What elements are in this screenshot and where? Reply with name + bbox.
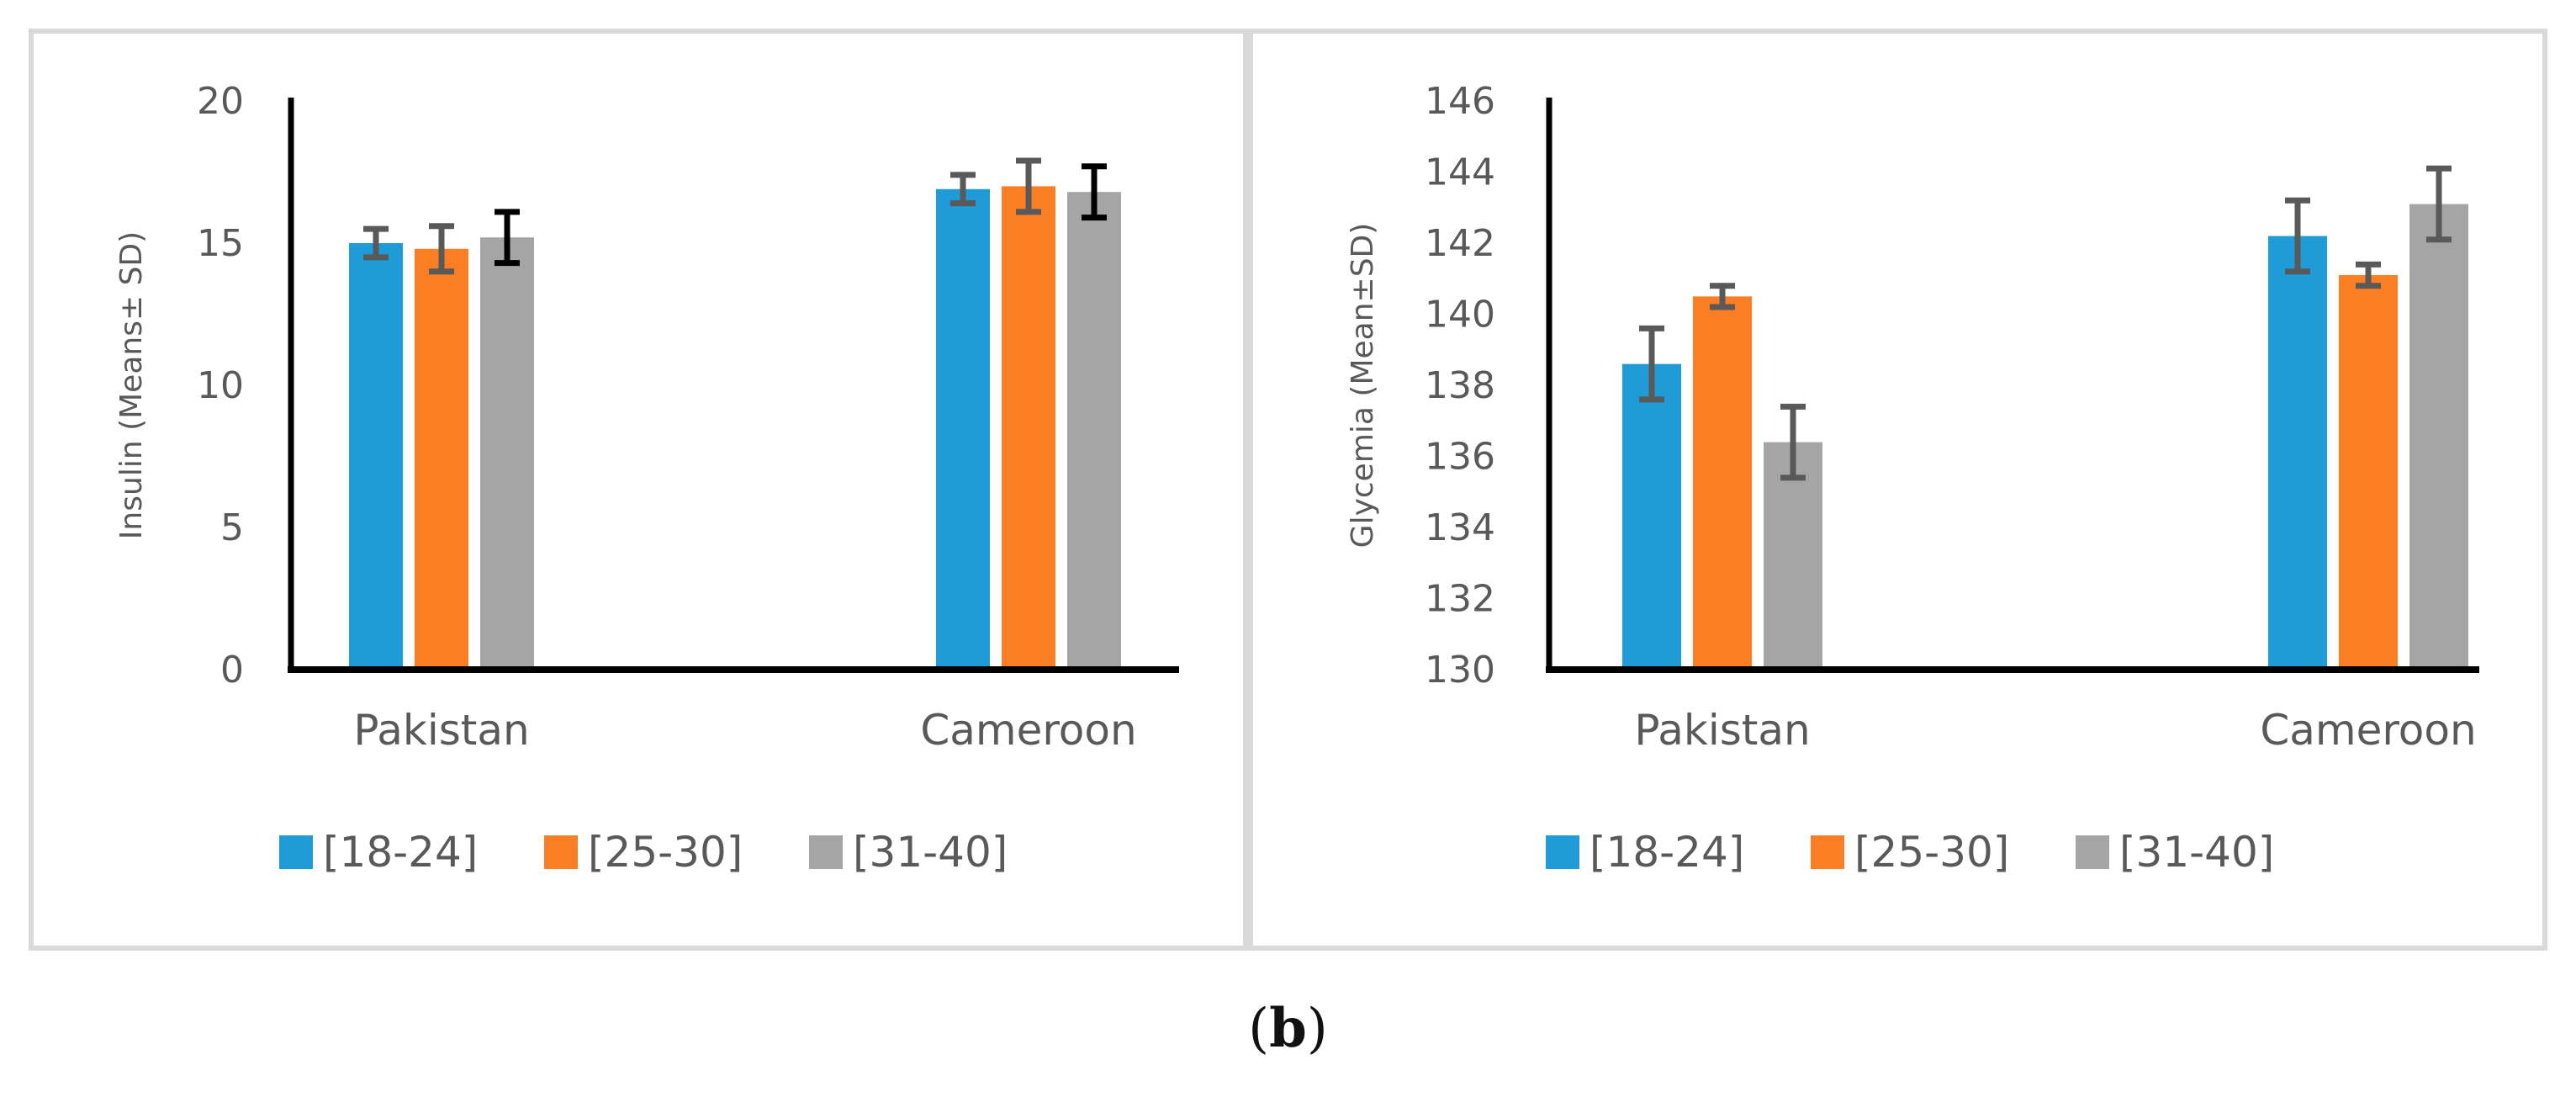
bar-pakistan-series-2 — [415, 248, 468, 670]
legend-label-3: [31-40] — [853, 828, 1008, 877]
y-tick-label-2: 10 — [197, 364, 244, 407]
bar-cameroon-series-1 — [936, 188, 990, 670]
glycemia-chart: 130 132 134 136 138 140 142 144 146 Glycemia (Mea… — [1346, 80, 2479, 877]
figure-label: (b) — [0, 997, 2576, 1060]
bar-cameroon-series-2 — [1002, 186, 1055, 670]
y-tick-label-3: 15 — [197, 222, 244, 265]
y-tick-label-8: 146 — [1425, 80, 1495, 123]
legend-swatch-2 — [1811, 835, 1844, 869]
x-category-label-1: Cameroon — [920, 706, 1136, 755]
y-tick-label-7: 144 — [1425, 151, 1495, 194]
y-tick-label-3: 136 — [1425, 436, 1495, 479]
bar-pakistan-series-2 — [1693, 296, 1752, 670]
x-category-label-0: Pakistan — [353, 706, 529, 755]
y-tick-label-2: 134 — [1425, 506, 1495, 549]
figure-label-close: ) — [1306, 998, 1328, 1060]
bar-pakistan-series-1 — [1622, 363, 1681, 670]
legend-swatch-1 — [1546, 835, 1579, 869]
legend-label-1: [18-24] — [323, 828, 478, 877]
bar-cameroon-series-2 — [2339, 275, 2398, 670]
y-tick-label-0: 130 — [1425, 649, 1495, 692]
insulin-chart: 0 5 10 15 20 Insulin (Means± SD) Pakistan Camer… — [114, 80, 1179, 877]
bar-pakistan-series-3 — [480, 237, 534, 670]
x-category-label-1: Cameroon — [2260, 706, 2476, 755]
glycemia-chart-panel: 130 132 134 136 138 140 142 144 146 Glycemia (Mea… — [1248, 29, 2547, 951]
figure-label-open: ( — [1248, 998, 1270, 1060]
bar-pakistan-series-1 — [349, 243, 403, 670]
bar-cameroon-series-1 — [2268, 236, 2327, 670]
bar-cameroon-series-3 — [2409, 204, 2468, 670]
y-tick-label-4: 138 — [1425, 364, 1495, 407]
legend-swatch-3 — [2076, 835, 2109, 869]
legend-label-3: [31-40] — [2119, 828, 2274, 877]
legend-label-1: [18-24] — [1590, 828, 1744, 877]
figure-label-letter: b — [1269, 997, 1307, 1060]
y-tick-label-1: 132 — [1425, 578, 1495, 621]
legend-label-2: [25-30] — [1854, 828, 2009, 877]
legend-swatch-2 — [544, 835, 578, 869]
legend-label-2: [25-30] — [588, 828, 743, 877]
y-axis-title: Insulin (Means± SD) — [114, 231, 149, 539]
legend-swatch-1 — [279, 835, 313, 869]
y-tick-label-1: 5 — [220, 506, 244, 549]
bar-cameroon-series-3 — [1067, 192, 1121, 670]
legend-swatch-3 — [809, 835, 843, 869]
y-tick-label-5: 140 — [1425, 294, 1495, 337]
x-category-label-0: Pakistan — [1634, 706, 1810, 755]
insulin-chart-panel: 0 5 10 15 20 Insulin (Means± SD) Pakistan Camer… — [29, 29, 1248, 951]
y-tick-label-4: 20 — [197, 80, 244, 123]
y-tick-label-0: 0 — [220, 649, 244, 692]
y-tick-label-6: 142 — [1425, 222, 1495, 265]
y-axis-title: Glycemia (Mean±SD) — [1346, 223, 1380, 548]
